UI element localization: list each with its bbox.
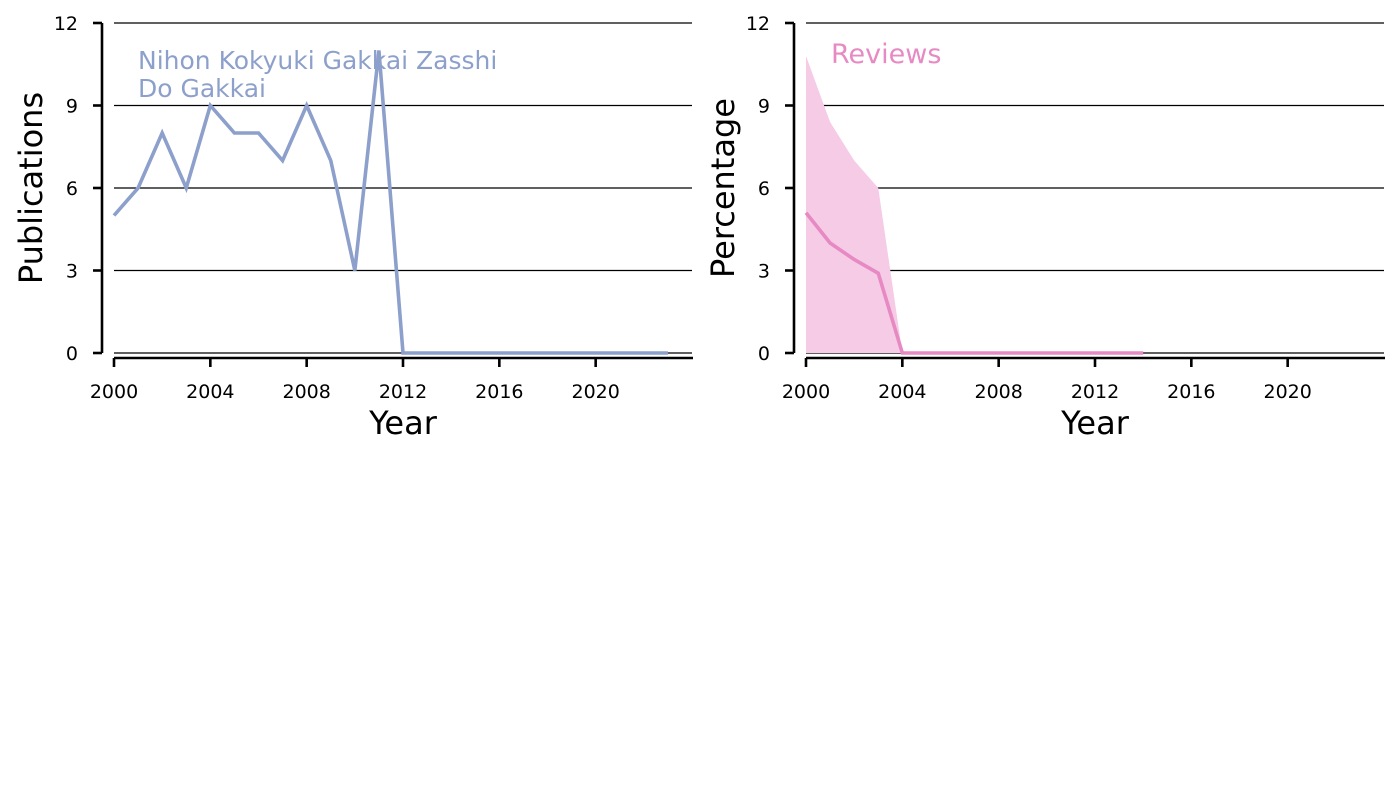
x-axis-label: Year (1060, 404, 1130, 442)
x-tick-label-2012: 2012 (379, 381, 427, 403)
chart-panel-publications: 0 3 6 9 12 2000 2004 2008 2012 2016 2020 Year Public… (12, 13, 693, 442)
x-axis-label: Year (368, 404, 438, 442)
x-tick-label-2020: 2020 (1263, 381, 1311, 403)
x-tick-label-2004: 2004 (878, 381, 926, 403)
chart-panel-reviews: 0 3 6 9 12 2000 2004 2008 2012 2016 2020 Year Percen… (704, 13, 1385, 442)
series-annotation-line-1: Nihon Kokyuki Gakkai Zasshi (138, 46, 497, 75)
series-line (804, 211, 1144, 355)
y-tick-label-3: 3 (758, 261, 770, 283)
y-tick-label-12: 12 (54, 13, 78, 35)
y-tick-label-9: 9 (66, 96, 78, 118)
y-tick-label-0: 0 (66, 343, 78, 365)
x-tick-label-2020: 2020 (571, 381, 619, 403)
y-tick-label-9: 9 (758, 96, 770, 118)
series-band (806, 56, 1144, 353)
y-tick-label-6: 6 (758, 178, 770, 200)
x-tick-label-2012: 2012 (1071, 381, 1119, 403)
x-tick-label-2008: 2008 (974, 381, 1022, 403)
x-tick-label-2016: 2016 (475, 381, 523, 403)
y-tick-label-0: 0 (758, 343, 770, 365)
series-line (112, 50, 668, 355)
y-axis-label: Percentage (704, 98, 742, 278)
series-annotation-line-2: Do Gakkai (138, 74, 266, 103)
x-tick-label-2000: 2000 (90, 381, 138, 403)
x-tick-label-2008: 2008 (282, 381, 330, 403)
y-tick-label-6: 6 (66, 178, 78, 200)
x-tick-label-2016: 2016 (1167, 381, 1215, 403)
series-annotation-line-1: Reviews (831, 39, 941, 70)
y-tick-label-12: 12 (746, 13, 770, 35)
x-tick-label-2000: 2000 (782, 381, 830, 403)
y-tick-label-3: 3 (66, 261, 78, 283)
y-axis-label: Publications (12, 92, 50, 284)
x-tick-label-2004: 2004 (186, 381, 234, 403)
